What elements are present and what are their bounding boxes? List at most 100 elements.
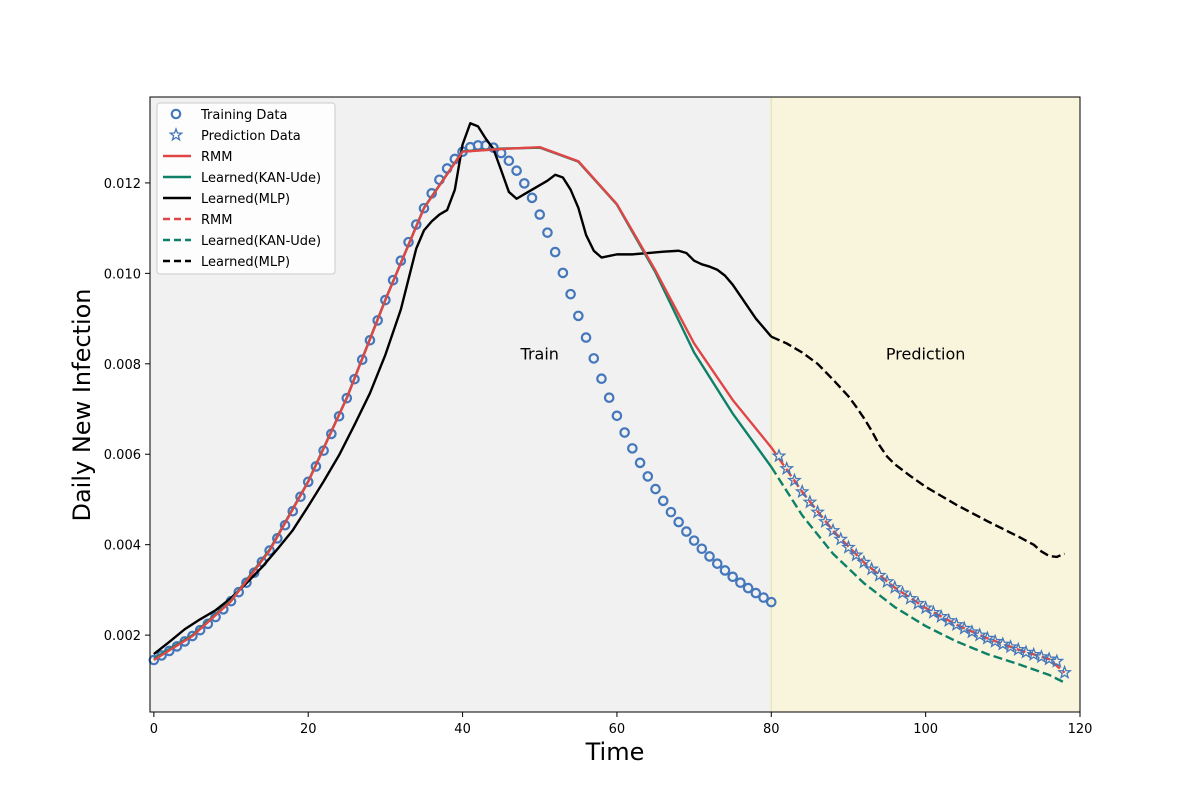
data-point [817, 513, 833, 528]
data-point [765, 596, 777, 608]
data-point [194, 624, 206, 636]
data-point [786, 472, 802, 487]
data-point [956, 620, 972, 635]
data-point [503, 155, 515, 167]
data-point [810, 504, 826, 519]
series-line [153, 122, 773, 656]
data-point [758, 592, 769, 603]
data-point [673, 516, 684, 528]
data-point [794, 483, 810, 499]
data-point [619, 427, 630, 438]
series-6 [770, 466, 1066, 684]
x-tick-label: 80 [763, 722, 780, 737]
data-point [580, 332, 592, 343]
x-tick-label: 60 [609, 722, 626, 737]
data-point [894, 585, 910, 600]
data-point [302, 476, 314, 488]
regions-layer [150, 97, 1080, 712]
data-point [856, 554, 872, 569]
data-point [941, 612, 957, 628]
data-point [233, 586, 245, 598]
data-point [642, 471, 654, 482]
data-point [949, 616, 965, 632]
data-point [264, 545, 275, 556]
region-1 [771, 97, 1080, 712]
data-point [902, 590, 918, 605]
data-point [719, 565, 731, 576]
data-point [918, 600, 934, 615]
data-point [964, 624, 980, 639]
data-point [979, 630, 995, 645]
series-7 [770, 335, 1066, 559]
data-point [542, 227, 553, 238]
data-point [871, 567, 887, 582]
data-point [681, 526, 692, 537]
data-point [727, 571, 738, 583]
legend-label: Learned(KAN-Ude) [201, 171, 321, 186]
data-point [933, 608, 949, 623]
y-axis-label: Daily New Infection [68, 288, 96, 521]
series-4 [153, 122, 773, 656]
data-point [864, 561, 880, 576]
legend-label: Learned(MLP) [201, 255, 290, 270]
data-point [341, 392, 353, 404]
data-point [1033, 648, 1049, 664]
x-tick-label: 100 [913, 722, 938, 737]
data-point [627, 443, 638, 454]
data-point [771, 448, 787, 463]
x-tick-label: 20 [300, 722, 317, 737]
data-point [596, 373, 607, 385]
x-axis-label: Time [585, 738, 645, 766]
data-point [295, 491, 306, 503]
legend-box [156, 102, 336, 275]
data-point [549, 246, 561, 258]
data-point [925, 604, 941, 619]
data-point [910, 595, 926, 610]
data-point [840, 539, 856, 554]
legend-label: Training Data [200, 108, 287, 123]
data-point [848, 547, 864, 562]
x-tick-label: 120 [1068, 722, 1093, 737]
data-point [657, 495, 669, 507]
data-point [1041, 651, 1057, 666]
data-point [557, 267, 569, 279]
data-point [802, 494, 818, 509]
data-point [1057, 664, 1073, 680]
series-line [770, 466, 1066, 684]
region-label-1: Prediction [886, 344, 965, 363]
data-point [779, 460, 795, 476]
data-point [1003, 639, 1019, 654]
data-point [187, 630, 198, 642]
data-point [526, 192, 538, 204]
data-point [987, 633, 1003, 648]
legend-label: Prediction Data [201, 129, 301, 144]
x-tick-label: 40 [454, 722, 471, 737]
data-point [519, 178, 530, 189]
data-point [565, 288, 576, 300]
data-point [611, 410, 623, 422]
data-point [534, 209, 546, 220]
data-point [995, 636, 1011, 651]
region-label-0: Train [520, 344, 559, 363]
y-tick-label: 0.012 [104, 177, 141, 192]
data-point [634, 457, 646, 469]
series-line [770, 446, 1066, 674]
data-point [665, 506, 677, 518]
region-labels-layer: Train Prediction [520, 344, 966, 363]
data-point [742, 582, 754, 594]
y-tick-label: 0.006 [104, 448, 141, 463]
y-tick-label: 0.010 [104, 267, 141, 282]
plot-frame [149, 96, 1081, 713]
data-point [750, 587, 762, 599]
data-point [887, 579, 903, 595]
legend: Training Data Prediction Data RMM Learned(K… [156, 102, 336, 275]
y-tick-label: 0.002 [104, 629, 141, 644]
data-point [735, 577, 746, 588]
data-point [1018, 644, 1034, 659]
x-tick-label: 0 [150, 722, 158, 737]
ticks-layer: 0 20 40 60 80 100 120 0.002 0.004 0.006 0.008 0.010… [104, 177, 1093, 737]
series-line [153, 145, 773, 662]
data-point [833, 531, 849, 546]
